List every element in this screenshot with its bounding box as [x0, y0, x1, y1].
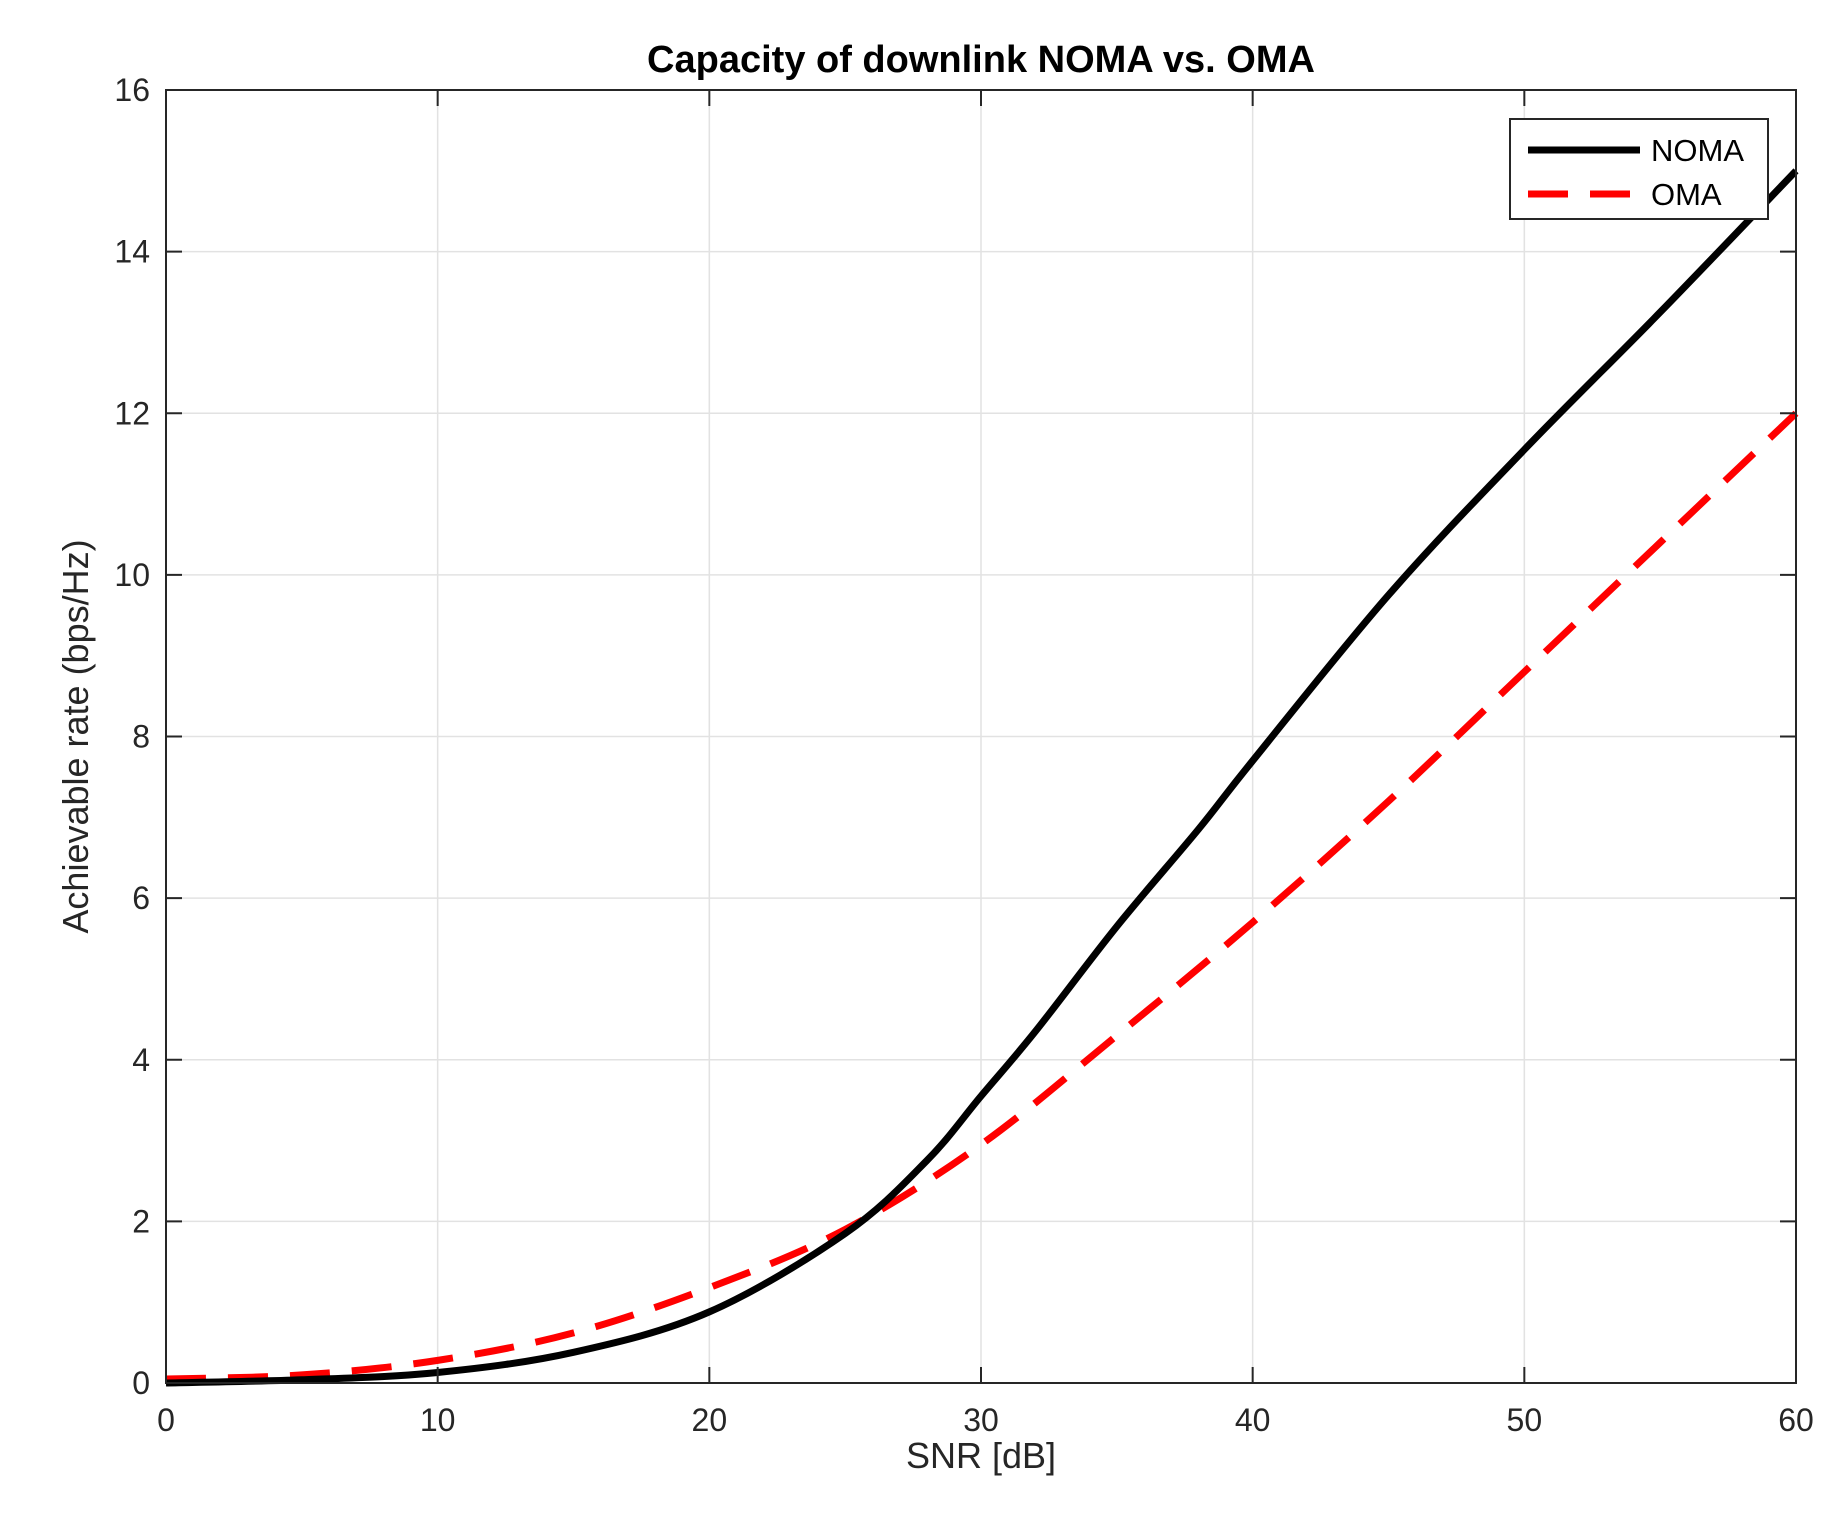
series-layer	[165, 168, 1799, 1387]
x-axis-label: SNR [dB]	[906, 1435, 1056, 1476]
legend-label-oma: OMA	[1651, 177, 1722, 212]
legend-box	[1509, 118, 1769, 220]
x-tick-label: 10	[420, 1402, 456, 1438]
y-tick-label: 6	[132, 880, 150, 916]
x-tick-label: 50	[1507, 1402, 1543, 1438]
x-tick-label: 40	[1235, 1402, 1271, 1438]
legend: NOMA OMA	[1509, 118, 1769, 220]
y-tick-label: 4	[132, 1042, 150, 1078]
legend-label-noma: NOMA	[1651, 133, 1744, 168]
axis-ticks	[165, 89, 1797, 1384]
y-tick-labels: 0 2 4 6 8 10 12 14 16	[114, 72, 150, 1401]
x-tick-labels: 0 10 20 30 40 50 60	[157, 1402, 1814, 1438]
y-tick-label: 12	[114, 395, 150, 431]
x-tick-label: 0	[157, 1402, 175, 1438]
y-gridlines	[166, 250, 1796, 1223]
y-axis-label: Achievable rate (bps/Hz)	[55, 539, 96, 933]
y-tick-label: 14	[114, 234, 150, 270]
chart-title: Capacity of downlink NOMA vs. OMA	[647, 39, 1315, 81]
x-tick-label: 30	[963, 1402, 999, 1438]
x-tick-label: 60	[1778, 1402, 1814, 1438]
series-line-oma	[165, 410, 1799, 1383]
y-tick-label: 10	[114, 557, 150, 593]
y-tick-label: 8	[132, 719, 150, 755]
y-tick-label: 16	[114, 72, 150, 108]
y-tick-label: 2	[132, 1203, 150, 1239]
series-line-noma	[165, 168, 1799, 1387]
x-tick-label: 20	[692, 1402, 728, 1438]
y-tick-label: 0	[132, 1365, 150, 1401]
